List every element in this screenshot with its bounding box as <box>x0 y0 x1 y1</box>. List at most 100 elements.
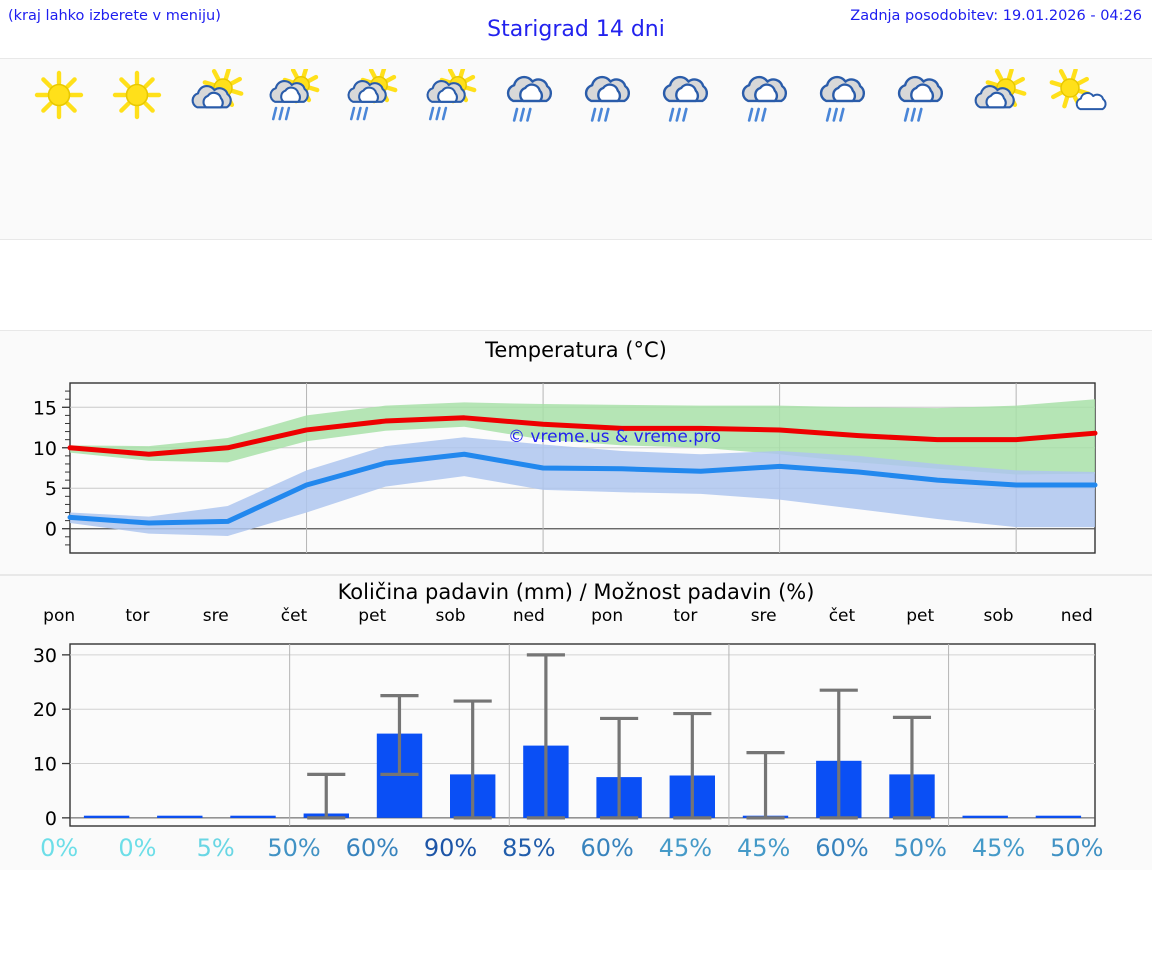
forecast-day-column[interactable] <box>20 59 98 239</box>
temp-y-tick: 5 <box>45 478 57 500</box>
precip-probability-label: 60% <box>345 834 399 862</box>
forecast-day-column[interactable] <box>98 59 176 239</box>
precip-day-label: ned <box>512 606 545 626</box>
weather-icon-wrap <box>333 68 411 126</box>
precip-probability-label: 60% <box>815 834 869 862</box>
weather-icon-wrap <box>568 68 646 126</box>
forecast-day-column[interactable] <box>725 59 803 239</box>
precip-y-tick: 0 <box>45 808 57 830</box>
precip-day-label: pon <box>591 606 624 626</box>
precip-day-label: pet <box>906 606 935 626</box>
precip-probability-label: 45% <box>737 834 791 862</box>
forecast-day-column[interactable] <box>959 59 1037 239</box>
spacer <box>0 240 1152 330</box>
precip-bar <box>1035 815 1082 818</box>
precipitation-panel: Količina padavin (mm) / Možnost padavin … <box>0 575 1152 870</box>
forecast-day-column[interactable] <box>411 59 489 239</box>
forecast-day-column[interactable] <box>568 59 646 239</box>
sun-cloud-rain-icon <box>426 69 476 121</box>
precipitation-chart: 0 10 20 30 <box>0 630 1152 830</box>
precip-probability-label: 60% <box>580 834 634 862</box>
weather-icon-wrap <box>725 68 803 126</box>
forecast-overview-strip <box>0 58 1152 240</box>
weather-icon-wrap <box>959 68 1037 126</box>
precip-bar <box>962 815 1008 818</box>
weather-icon-wrap <box>646 68 724 126</box>
precip-day-label: ned <box>1060 606 1093 626</box>
forecast-day-column[interactable] <box>803 59 881 239</box>
weather-icon-wrap <box>1038 68 1116 126</box>
precip-probability-label: 90% <box>423 834 478 862</box>
forecast-day-column[interactable] <box>1038 59 1116 239</box>
cloud-rain-icon <box>819 75 865 122</box>
forecast-day-column[interactable] <box>255 59 333 239</box>
precip-y-tick: 20 <box>33 699 57 721</box>
forecast-days-row <box>20 59 1116 239</box>
precip-probability-label: 50% <box>893 834 947 862</box>
cloud-rain-icon <box>663 75 709 122</box>
weather-icon-wrap <box>20 68 98 126</box>
precip-day-label: sob <box>983 606 1014 626</box>
precip-whisker <box>673 711 712 820</box>
sun-icon <box>34 70 84 120</box>
temperature-chart-title: Temperatura (°C) <box>485 338 667 362</box>
weather-icon-wrap <box>177 68 255 126</box>
precip-whisker <box>307 772 346 820</box>
precip-day-label: sre <box>750 606 777 626</box>
temp-y-tick: 15 <box>33 397 57 419</box>
precip-bar <box>157 815 203 818</box>
sun-cloud-rain-icon <box>347 69 398 121</box>
last-updated-label: Zadnja posodobitev: 19.01.2026 - 04:26 <box>850 8 1142 24</box>
cloud-rain-icon <box>584 75 631 122</box>
cloud-rain-icon <box>741 75 787 122</box>
weather-icon-wrap <box>881 68 959 126</box>
precip-day-label: čet <box>828 606 856 626</box>
sun-cloud-icon <box>974 69 1026 109</box>
precip-day-label: pet <box>358 606 387 626</box>
precip-probability-label: 0% <box>118 834 157 862</box>
page-title: Starigrad 14 dni <box>487 17 665 42</box>
forecast-day-column[interactable] <box>646 59 724 239</box>
sun-cloud-icon <box>191 69 244 109</box>
precip-whisker <box>892 715 932 820</box>
precip-day-label: sre <box>202 606 229 626</box>
temp-y-tick: 0 <box>45 519 57 541</box>
precip-probability-label: 45% <box>971 834 1026 862</box>
precip-whisker <box>453 699 492 820</box>
sun-small-cloud-icon <box>1049 69 1107 111</box>
precip-y-tick: 10 <box>33 754 57 776</box>
precip-probability-label: 5% <box>196 834 235 862</box>
precip-whisker <box>380 694 419 776</box>
temperature-chart: 0 5 10 15 © vreme.us & vreme.pro <box>0 361 1152 571</box>
forecast-day-column[interactable] <box>333 59 411 239</box>
sun-icon <box>113 70 162 120</box>
precip-whisker <box>819 688 858 820</box>
forecast-day-column[interactable] <box>881 59 959 239</box>
forecast-day-column[interactable] <box>177 59 255 239</box>
precip-day-label: tor <box>125 606 150 626</box>
weather-icon-wrap <box>255 68 333 126</box>
temperature-panel: Temperatura (°C) 0 5 10 15 © vreme.us & vrem… <box>0 330 1152 575</box>
weather-icon-wrap <box>98 68 176 126</box>
precipitation-chart-title: Količina padavin (mm) / Možnost padavin … <box>337 580 815 604</box>
sun-cloud-rain-icon <box>269 69 320 121</box>
page-header: (kraj lahko izberete v meniju) Starigrad… <box>0 0 1152 58</box>
precip-whisker <box>600 716 639 820</box>
precip-bar <box>83 815 130 818</box>
precip-probability-label: 0% <box>40 834 79 862</box>
precip-day-label: pon <box>43 606 76 626</box>
precip-whisker <box>746 751 785 820</box>
precip-day-label: tor <box>673 606 698 626</box>
watermark: © vreme.us & vreme.pro <box>508 427 721 447</box>
precipitation-day-labels: pon tor sre čet pet sob ned pon tor sre čet pet sob n… <box>20 606 1116 630</box>
precip-probability-label: 45% <box>658 834 713 862</box>
location-menu-note[interactable]: (kraj lahko izberete v meniju) <box>8 8 221 24</box>
weather-icon-wrap <box>803 68 881 126</box>
precip-probability-label: 85% <box>502 834 556 862</box>
precip-day-label: sob <box>435 606 466 626</box>
precip-whisker <box>526 653 565 820</box>
precip-probability-label: 50% <box>1050 834 1104 862</box>
precip-bar <box>230 815 276 818</box>
forecast-day-column[interactable] <box>490 59 568 239</box>
precipitation-probability-row: 0% 0% 5% 50% 60% 90% 85% 60% 45% 45% 60% 50% 45% 50% <box>20 832 1116 872</box>
